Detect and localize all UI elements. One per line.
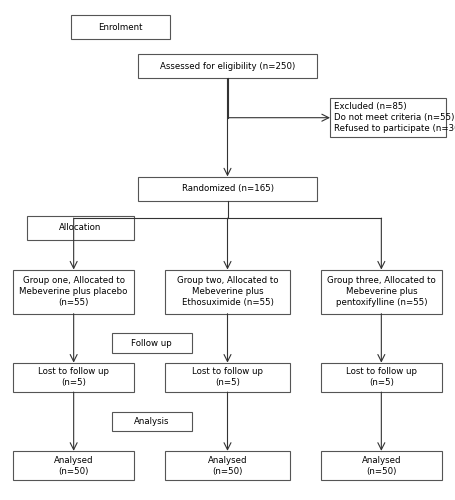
FancyBboxPatch shape: [111, 334, 192, 353]
FancyBboxPatch shape: [321, 451, 441, 480]
FancyBboxPatch shape: [165, 270, 290, 314]
Text: Randomized (n=165): Randomized (n=165): [182, 184, 273, 193]
Text: Analysed
(n=50): Analysed (n=50): [362, 456, 401, 475]
FancyBboxPatch shape: [71, 15, 170, 40]
FancyBboxPatch shape: [138, 176, 317, 201]
FancyBboxPatch shape: [14, 451, 134, 480]
FancyBboxPatch shape: [14, 362, 134, 392]
FancyBboxPatch shape: [330, 98, 446, 138]
Text: Excluded (n=85)
Do not meet criteria (n=55)
Refused to participate (n=30): Excluded (n=85) Do not meet criteria (n=…: [334, 102, 455, 134]
FancyBboxPatch shape: [321, 270, 441, 314]
Text: Group one, Allocated to
Mebeverine plus placebo
(n=55): Group one, Allocated to Mebeverine plus …: [20, 276, 128, 307]
FancyBboxPatch shape: [138, 54, 317, 78]
Text: Lost to follow up
(n=5): Lost to follow up (n=5): [192, 368, 263, 388]
Text: Enrolment: Enrolment: [98, 22, 143, 32]
Text: Analysed
(n=50): Analysed (n=50): [208, 456, 247, 475]
Text: Analysed
(n=50): Analysed (n=50): [54, 456, 93, 475]
FancyBboxPatch shape: [165, 362, 290, 392]
FancyBboxPatch shape: [165, 451, 290, 480]
Text: Lost to follow up
(n=5): Lost to follow up (n=5): [38, 368, 109, 388]
FancyBboxPatch shape: [14, 270, 134, 314]
FancyBboxPatch shape: [111, 412, 192, 432]
FancyBboxPatch shape: [321, 362, 441, 392]
Text: Allocation: Allocation: [59, 224, 101, 232]
FancyBboxPatch shape: [27, 216, 134, 240]
Text: Assessed for eligibility (n=250): Assessed for eligibility (n=250): [160, 62, 295, 70]
Text: Group three, Allocated to
Mebeverine plus
pentoxifylline (n=55): Group three, Allocated to Mebeverine plu…: [327, 276, 436, 307]
Text: Follow up: Follow up: [131, 338, 172, 347]
Text: Analysis: Analysis: [134, 417, 169, 426]
Text: Lost to follow up
(n=5): Lost to follow up (n=5): [346, 368, 417, 388]
Text: Group two, Allocated to
Mebeverine plus
Ethosuximide (n=55): Group two, Allocated to Mebeverine plus …: [177, 276, 278, 307]
